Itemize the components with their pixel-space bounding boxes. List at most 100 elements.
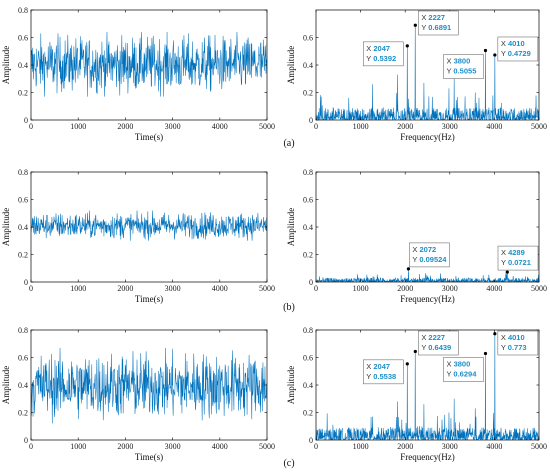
- peak-marker: [483, 48, 488, 53]
- datatip-x: X 3800: [446, 56, 470, 65]
- peak-marker: [493, 332, 497, 336]
- x-tick-label: 2000: [397, 442, 413, 451]
- y-axis-label: Amplitude: [286, 366, 296, 405]
- chart-spectrum-c: 0 1000 2000 3000 4000 5000 0 0.2 0.4 0.6 0.8 Freque…: [286, 326, 547, 462]
- x-tick-label: 5000: [531, 122, 547, 131]
- datatip-x: X 2227: [421, 13, 445, 22]
- peak-marker: [413, 23, 417, 27]
- datatip-box: [443, 54, 484, 79]
- datatip-x: X 4010: [501, 333, 525, 342]
- y-tick-label: 0.4: [303, 381, 313, 390]
- x-tick-label: 0: [314, 284, 318, 293]
- x-tick-label: 3000: [442, 122, 458, 131]
- y-tick-label: 0.4: [303, 61, 313, 70]
- x-tick-label: 4000: [486, 442, 502, 451]
- peak-marker: [406, 267, 411, 271]
- x-axis-label: Time(s): [135, 294, 163, 304]
- datatip-box: [443, 357, 484, 382]
- y-axis-label: Amplitude: [1, 208, 11, 247]
- y-tick-label: 0.8: [303, 326, 313, 335]
- datatip-y: Y 0.773: [501, 343, 527, 352]
- x-tick-label: 0: [314, 442, 318, 451]
- chart-time-signal-c: 0 1000 2000 3000 4000 5000 0 0.2 0.4 0.6 0.8 Time(s…: [1, 326, 275, 462]
- x-tick-label: 4000: [212, 122, 228, 131]
- spectrum-line: [316, 268, 539, 282]
- datatip-y: Y 0.6439: [421, 343, 451, 352]
- x-tick-label: 1000: [353, 122, 369, 131]
- datatip-y-value: 0.09524: [419, 255, 447, 264]
- peak-marker: [483, 351, 488, 356]
- x-tick-label: 2000: [117, 284, 133, 293]
- x-tick-label: 0: [314, 122, 318, 131]
- datatip-box: [363, 359, 404, 385]
- y-axis-label: Amplitude: [1, 46, 11, 85]
- plot-area: [316, 333, 539, 440]
- x-tick-label: 0: [29, 122, 33, 131]
- chart-spectrum-a: 0 1000 2000 3000 4000 5000 0 0.2 0.4 0.6 Frequency…: [286, 9, 547, 142]
- peak-marker: [405, 44, 409, 48]
- panel-label: (a): [283, 138, 294, 149]
- y-tick-label: 0.8: [18, 168, 28, 177]
- y-tick-label: 0.8: [18, 6, 28, 15]
- y-tick-label: 0.6: [18, 34, 28, 43]
- y-tick-label: 0: [24, 278, 28, 287]
- y-tick-label: 0.4: [18, 61, 28, 70]
- x-tick-label: 5000: [259, 442, 275, 451]
- x-tick-label: 4000: [212, 284, 228, 293]
- x-tick-label: 5000: [531, 442, 547, 451]
- signal-line: [31, 347, 267, 424]
- x-axis-label: Time(s): [135, 452, 163, 462]
- peak-marker: [505, 270, 509, 274]
- datatip-y: Y 0.5538: [366, 372, 396, 381]
- y-tick-label: 0.6: [303, 354, 313, 363]
- plot-area: [316, 268, 539, 282]
- datatip-y-value: 0.6439: [428, 343, 451, 352]
- x-tick-label: 4000: [486, 284, 502, 293]
- signal-line: [31, 31, 267, 97]
- x-tick-label: 0: [29, 442, 33, 451]
- y-tick-label: 0.8: [18, 326, 28, 335]
- y-tick-label: 0: [309, 278, 313, 287]
- datatip-x: X 4289: [501, 248, 525, 257]
- y-tick-label: 0.2: [303, 251, 313, 260]
- datatip-y-value: 0.0721: [508, 258, 531, 267]
- plot-area: [31, 31, 267, 97]
- datatip-x-value: 2047: [373, 44, 390, 53]
- datatip-x-value: 3800: [454, 56, 471, 65]
- datatip-x-value: 3800: [454, 359, 471, 368]
- x-tick-label: 5000: [531, 284, 547, 293]
- datatip-y: Y 0.5055: [446, 66, 476, 75]
- datatip-x: X 3800: [446, 359, 470, 368]
- chart-time-signal-b: 0 1000 2000 3000 4000 5000 0 0.2 0.4 0.6 0.8 Time(s…: [1, 168, 275, 304]
- y-tick-label: 0.2: [18, 251, 28, 260]
- y-tick-label: 0.6: [18, 354, 28, 363]
- x-tick-label: 2000: [117, 442, 133, 451]
- x-tick-label: 4000: [486, 122, 502, 131]
- x-axis-label: Frequency(Hz): [400, 294, 454, 304]
- y-tick-label: 0.4: [18, 223, 28, 232]
- datatip-box: [497, 330, 539, 356]
- datatip-x-value: 4010: [508, 333, 525, 342]
- datatip-x-value: 2047: [373, 362, 390, 371]
- x-axis-label: Time(s): [135, 132, 163, 142]
- y-tick-label: 0.2: [18, 89, 28, 98]
- y-tick-label: 0.2: [18, 409, 28, 418]
- datatip-y-value: 0.6891: [428, 23, 451, 32]
- datatip-y: Y 0.5392: [366, 54, 396, 63]
- datatip-x: X 2047: [366, 44, 390, 53]
- x-tick-label: 3000: [442, 284, 458, 293]
- datatip-x: X 2227: [421, 333, 445, 342]
- plot-area: [31, 210, 267, 241]
- x-tick-label: 5000: [259, 122, 275, 131]
- datatip-x-value: 4010: [508, 39, 525, 48]
- panel-label: (b): [283, 302, 295, 313]
- y-tick-label: 0.6: [303, 34, 313, 43]
- y-tick-label: 0: [24, 436, 28, 445]
